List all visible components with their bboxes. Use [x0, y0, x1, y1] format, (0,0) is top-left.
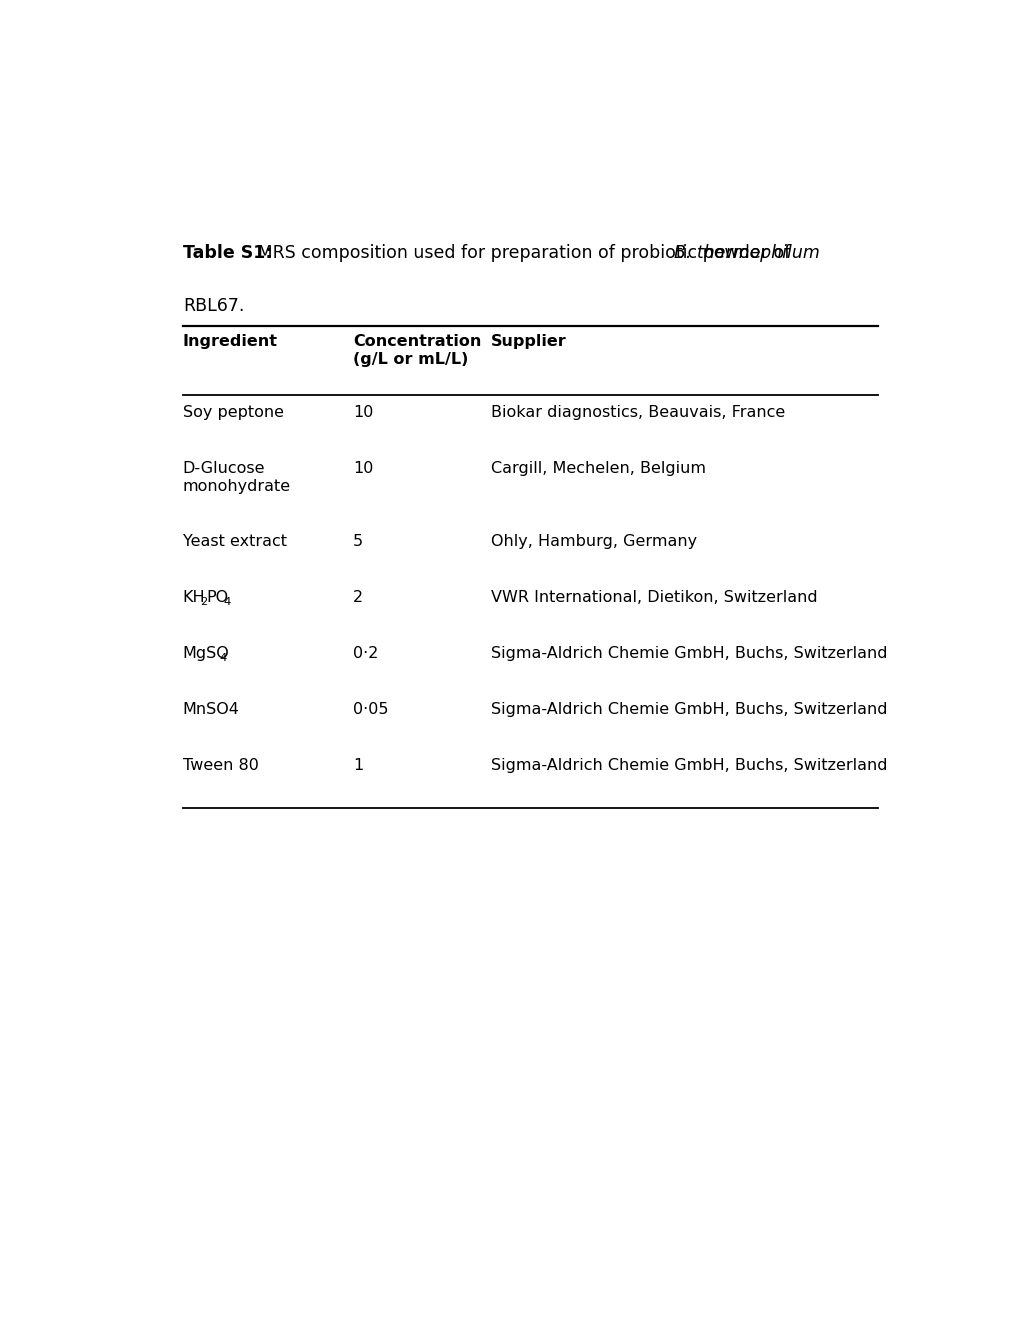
Text: MRS composition used for preparation of probiotic powder of: MRS composition used for preparation of … — [252, 244, 795, 261]
Text: Soy peptone: Soy peptone — [182, 405, 283, 420]
Text: VWR International, Dietikon, Switzerland: VWR International, Dietikon, Switzerland — [491, 590, 817, 606]
Text: MnSO4: MnSO4 — [182, 702, 239, 717]
Text: 0·2: 0·2 — [353, 647, 378, 661]
Text: KH: KH — [182, 590, 205, 606]
Text: Sigma-Aldrich Chemie GmbH, Buchs, Switzerland: Sigma-Aldrich Chemie GmbH, Buchs, Switze… — [491, 758, 887, 774]
Text: 4: 4 — [223, 598, 230, 607]
Text: 4: 4 — [219, 653, 226, 664]
Text: 2: 2 — [353, 590, 363, 606]
Text: 0·05: 0·05 — [353, 702, 388, 717]
Text: 10: 10 — [353, 461, 373, 477]
Text: RBL67.: RBL67. — [182, 297, 244, 314]
Text: Supplier: Supplier — [491, 334, 567, 350]
Text: 1: 1 — [353, 758, 363, 774]
Text: Biokar diagnostics, Beauvais, France: Biokar diagnostics, Beauvais, France — [491, 405, 785, 420]
Text: Ohly, Hamburg, Germany: Ohly, Hamburg, Germany — [491, 535, 697, 549]
Text: PO: PO — [206, 590, 228, 606]
Text: Cargill, Mechelen, Belgium: Cargill, Mechelen, Belgium — [491, 461, 705, 477]
Text: Tween 80: Tween 80 — [182, 758, 259, 774]
Text: Sigma-Aldrich Chemie GmbH, Buchs, Switzerland: Sigma-Aldrich Chemie GmbH, Buchs, Switze… — [491, 702, 887, 717]
Text: 10: 10 — [353, 405, 373, 420]
Text: Sigma-Aldrich Chemie GmbH, Buchs, Switzerland: Sigma-Aldrich Chemie GmbH, Buchs, Switze… — [491, 647, 887, 661]
Text: Yeast extract: Yeast extract — [182, 535, 286, 549]
Text: Table S1:: Table S1: — [182, 244, 272, 261]
Text: Ingredient: Ingredient — [182, 334, 277, 350]
Text: MgSO: MgSO — [182, 647, 229, 661]
Text: 5: 5 — [353, 535, 363, 549]
Text: Concentration
(g/L or mL/L): Concentration (g/L or mL/L) — [353, 334, 481, 367]
Text: D-Glucose
monohydrate: D-Glucose monohydrate — [182, 461, 290, 494]
Text: 2: 2 — [200, 598, 208, 607]
Text: B. thermophilum: B. thermophilum — [673, 244, 818, 261]
